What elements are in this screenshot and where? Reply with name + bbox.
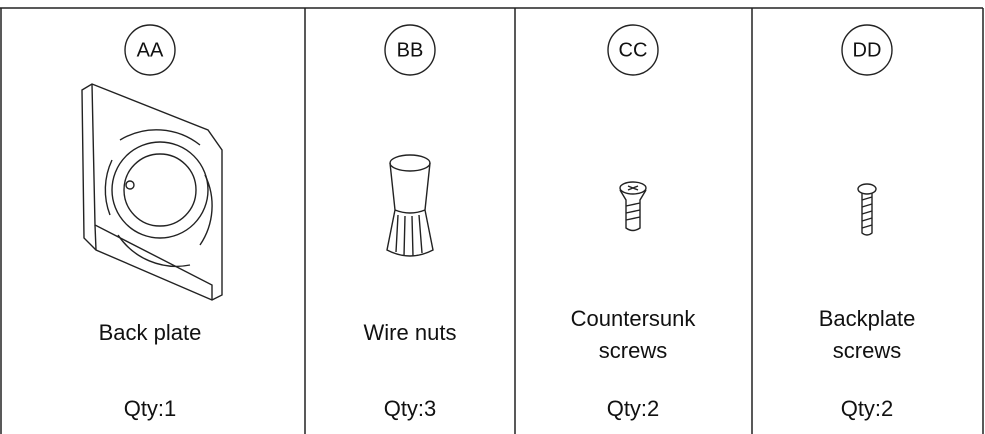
backplate-screw-icon	[857, 183, 877, 236]
part-name: Wire nuts	[364, 320, 457, 345]
part-code: AA	[137, 39, 164, 61]
countersunk-screw-icon	[619, 181, 647, 232]
part-qty: Qty:2	[607, 396, 660, 421]
part-name: Countersunk	[571, 306, 697, 331]
wire-nut-icon	[386, 154, 434, 257]
part-name: screws	[833, 338, 901, 363]
part-qty: Qty:3	[384, 396, 437, 421]
part-qty: Qty:2	[841, 396, 894, 421]
part-code: DD	[853, 39, 882, 61]
part-name: screws	[599, 338, 667, 363]
part-code: CC	[619, 39, 648, 61]
part-code: BB	[397, 39, 424, 61]
code-circle	[841, 24, 893, 76]
part-qty: Qty:1	[124, 396, 177, 421]
part-name: Backplate	[819, 306, 916, 331]
part-name: Back plate	[99, 320, 202, 345]
code-circle	[607, 24, 659, 76]
code-circle	[124, 24, 176, 76]
code-circle	[384, 24, 436, 76]
back-plate-icon	[81, 83, 223, 301]
